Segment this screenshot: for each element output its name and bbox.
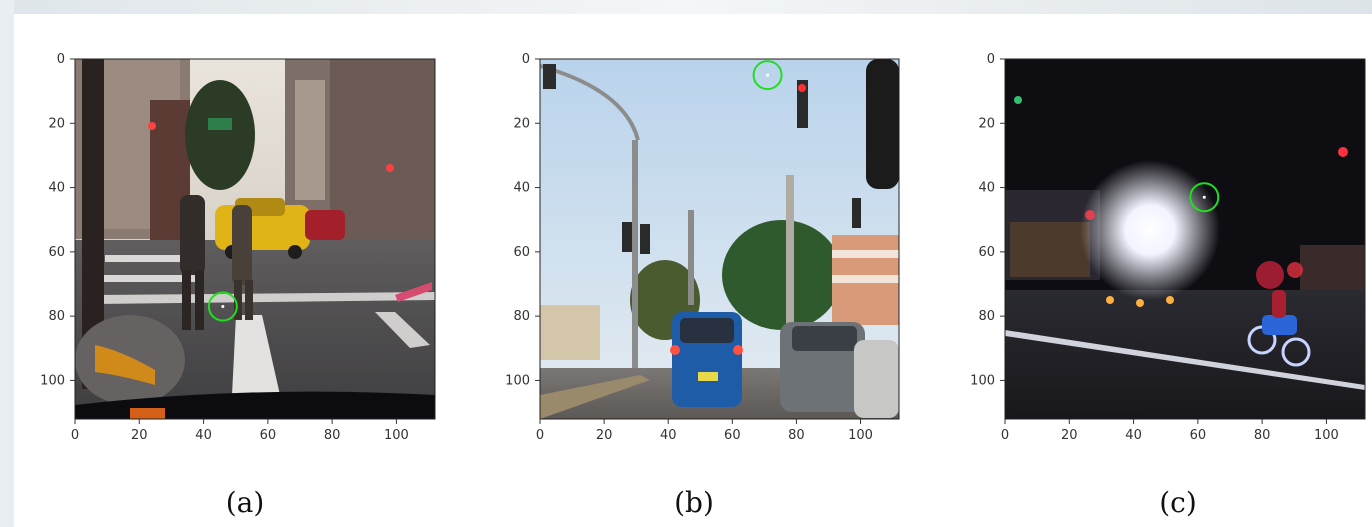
panel-a-ytick-label: 100 xyxy=(40,373,65,388)
panel-c-xtick-label: 60 xyxy=(1190,428,1207,443)
panel-a-ytick-label: 80 xyxy=(48,309,65,324)
panel-c-ytick-label: 20 xyxy=(978,116,995,131)
panel-a-ytick-label: 40 xyxy=(48,181,65,196)
panel-b-ytick-label: 80 xyxy=(513,309,530,324)
panel-c-axes-frame xyxy=(1004,58,1366,420)
panel-a-xtick-label: 80 xyxy=(324,428,341,443)
panel-b-xtick-label: 0 xyxy=(536,428,544,443)
panel-b: 0 20 40 60 80 100 0 20 40 60 80 100 (b) xyxy=(505,52,900,519)
panel-c-ytick-label: 0 xyxy=(987,52,995,67)
panel-c-ytick-label: 60 xyxy=(978,245,995,260)
panel-b-caption: (b) xyxy=(674,486,714,519)
panel-a-xtick-label: 20 xyxy=(131,428,148,443)
panel-a-ytick-label: 20 xyxy=(48,116,65,131)
panel-a-ytick-label: 0 xyxy=(57,52,65,67)
panel-a-keypoint-marker xyxy=(207,291,238,322)
panel-a-xtick-label: 60 xyxy=(260,428,277,443)
panel-c-keypoint-marker xyxy=(1189,182,1220,213)
panel-b-photo xyxy=(539,59,899,419)
panel-c: 0 20 40 60 80 100 0 20 40 60 80 100 (c) xyxy=(970,52,1366,519)
panel-a-markers xyxy=(207,291,238,322)
panel-c-xtick-label: 100 xyxy=(1314,428,1339,443)
panel-b-ytick-label: 100 xyxy=(505,373,530,388)
panel-a-keypoint-center xyxy=(221,305,225,308)
panel-a-ticks: 0 20 40 60 80 100 0 20 40 60 80 100 xyxy=(40,52,409,443)
panel-a-xtick-label: 40 xyxy=(195,428,212,443)
panel-a-photo xyxy=(75,59,435,419)
panel-b-xtick-label: 80 xyxy=(788,428,805,443)
panel-b-xtick-label: 40 xyxy=(660,428,677,443)
panel-b-ytick-label: 0 xyxy=(522,52,530,67)
panel-c-xtick-label: 40 xyxy=(1125,428,1142,443)
panel-b-ytick-label: 40 xyxy=(513,181,530,196)
panel-a-xtick-label: 100 xyxy=(384,428,409,443)
panel-c-ytick-label: 80 xyxy=(978,309,995,324)
panel-b-markers xyxy=(752,60,783,91)
panel-b-xtick-label: 20 xyxy=(596,428,613,443)
panel-b-axes-frame xyxy=(539,58,900,420)
panel-b-keypoint-center xyxy=(766,73,770,77)
panel-b-ticks: 0 20 40 60 80 100 0 20 40 60 80 100 xyxy=(505,52,873,443)
panel-a-ytick-label: 60 xyxy=(48,245,65,260)
panel-c-ytick-label: 40 xyxy=(978,181,995,196)
panel-a-axes-frame xyxy=(74,58,436,420)
panel-c-markers xyxy=(1189,182,1220,213)
panel-c-xtick-label: 20 xyxy=(1061,428,1078,443)
panel-c-ticks: 0 20 40 60 80 100 0 20 40 60 80 100 xyxy=(970,52,1339,443)
panel-c-xtick-label: 80 xyxy=(1254,428,1271,443)
panel-c-caption: (c) xyxy=(1159,486,1197,519)
panel-c-xtick-label: 0 xyxy=(1001,428,1009,443)
panel-b-xtick-label: 100 xyxy=(848,428,873,443)
panel-b-ytick-label: 20 xyxy=(513,116,530,131)
panel-b-ytick-label: 60 xyxy=(513,245,530,260)
panel-b-xtick-label: 60 xyxy=(724,428,741,443)
panel-b-keypoint-marker xyxy=(752,60,783,91)
panel-a-xtick-label: 0 xyxy=(71,428,79,443)
panel-c-keypoint-center xyxy=(1202,195,1206,199)
panel-c-ytick-label: 100 xyxy=(970,373,995,388)
panel-c-photo xyxy=(1005,59,1365,419)
panel-a-caption: (a) xyxy=(226,486,265,519)
panel-a: 0 20 40 60 80 100 0 20 40 60 80 100 (a) xyxy=(40,52,436,519)
